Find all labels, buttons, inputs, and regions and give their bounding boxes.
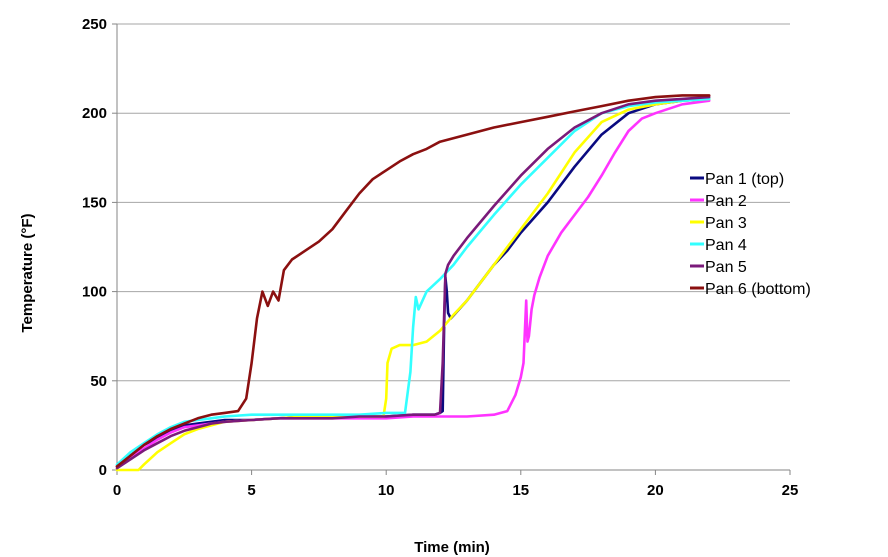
y-tick-label-150: 150 bbox=[82, 194, 107, 211]
y-tick-label-50: 50 bbox=[90, 373, 107, 390]
y-axis-title: Temperature (°F) bbox=[19, 213, 36, 332]
legend-label-pan-2: Pan 2 bbox=[705, 193, 747, 210]
legend-label-pan-1: Pan 1 (top) bbox=[705, 171, 784, 188]
y-tick-label-200: 200 bbox=[82, 105, 107, 122]
legend-label-pan-3: Pan 3 bbox=[705, 215, 747, 232]
series-line-pan-3 bbox=[115, 97, 711, 472]
x-tick-label-15: 15 bbox=[512, 482, 529, 499]
y-tick-label-0: 0 bbox=[99, 462, 107, 479]
x-tick-labels: 0 5 10 15 20 25 bbox=[113, 482, 799, 499]
y-tick-label-100: 100 bbox=[82, 284, 107, 301]
x-axis-title: Time (min) bbox=[414, 539, 490, 556]
y-tick-label-250: 250 bbox=[82, 16, 107, 33]
series-lines bbox=[115, 94, 711, 472]
x-tick-label-25: 25 bbox=[782, 482, 799, 499]
series-line-pan-5 bbox=[115, 95, 711, 470]
legend-label-pan-4: Pan 4 bbox=[705, 237, 747, 254]
series-line-pan-6 bbox=[115, 94, 711, 468]
axes bbox=[112, 23, 791, 475]
legend-label-pan-6: Pan 6 (bottom) bbox=[705, 281, 811, 298]
gridlines bbox=[117, 23, 790, 382]
x-tick-label-20: 20 bbox=[647, 482, 664, 499]
x-tick-label-10: 10 bbox=[378, 482, 395, 499]
legend-label-pan-5: Pan 5 bbox=[705, 259, 747, 276]
legend: Pan 1 (top) Pan 2 Pan 3 Pan 4 Pan 5 Pan 6 (bo… bbox=[690, 171, 811, 298]
x-tick-label-0: 0 bbox=[113, 482, 121, 499]
x-tick-label-5: 5 bbox=[247, 482, 255, 499]
y-tick-labels: 0 50 100 150 200 250 bbox=[82, 16, 107, 479]
